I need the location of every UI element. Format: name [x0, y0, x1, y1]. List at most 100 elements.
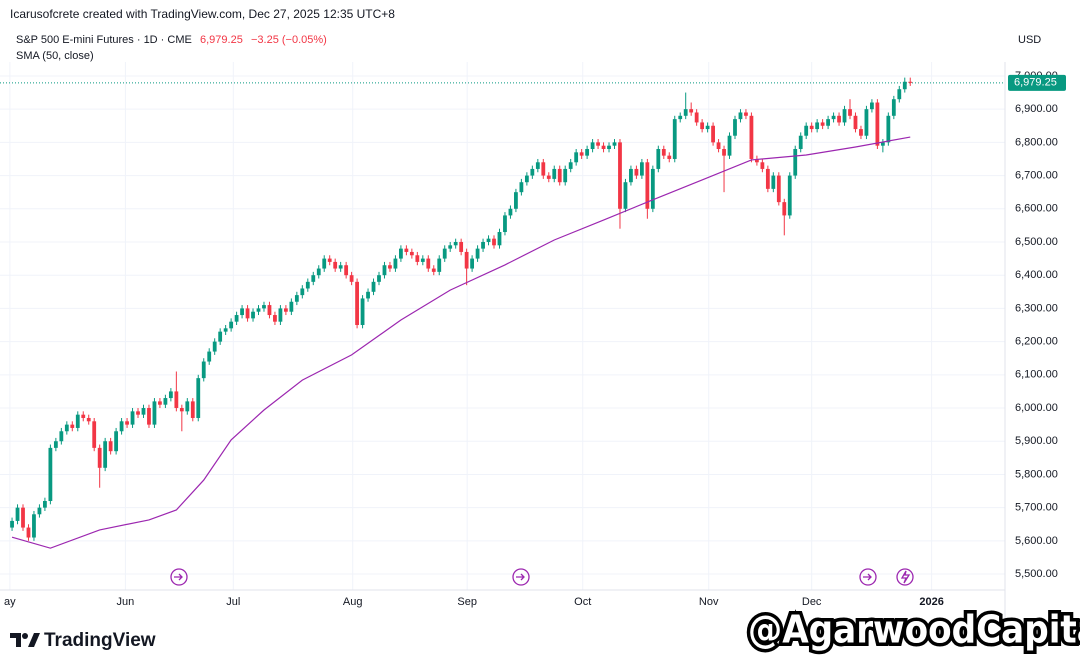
candle-body — [793, 149, 798, 176]
candle-body — [886, 115, 891, 143]
candle-body — [201, 361, 206, 379]
x-tick-label: Oct — [574, 596, 591, 608]
y-tick-label: 5,900.00 — [1015, 435, 1058, 447]
candle-body — [754, 158, 759, 163]
candle-body — [97, 447, 102, 468]
candle-body — [409, 251, 414, 256]
last-price: 6,979.25 — [200, 34, 243, 46]
candle-body — [70, 424, 75, 428]
candle-body — [163, 398, 168, 405]
candle-body — [481, 241, 485, 249]
candle-body — [388, 265, 392, 269]
candle-body — [700, 122, 705, 130]
y-tick-label: 6,800.00 — [1015, 136, 1058, 148]
candle-body — [404, 248, 409, 252]
candle-body — [776, 175, 781, 203]
candle-body — [141, 408, 146, 415]
candle-body — [267, 305, 272, 316]
candle-body — [875, 102, 880, 146]
y-tick-label: 5,500.00 — [1015, 568, 1058, 580]
candle-body — [492, 238, 496, 246]
candle-body — [360, 298, 365, 326]
price-tag-label: 6,979.25 — [1014, 77, 1057, 89]
candle-body — [59, 431, 64, 442]
candle-body — [744, 112, 748, 116]
candle-body — [623, 182, 628, 209]
candle-body — [787, 175, 792, 216]
candle-body — [639, 162, 644, 176]
x-tick-label: Aug — [343, 596, 363, 608]
y-tick-label: 6,900.00 — [1015, 103, 1058, 115]
candle-body — [590, 142, 595, 150]
candle-body — [645, 162, 650, 209]
candle-body — [607, 145, 611, 150]
candle-body — [136, 411, 140, 415]
credit: Icarusofcrete created with TradingView.c… — [10, 7, 395, 21]
candle-body — [229, 321, 234, 329]
candle-body — [212, 341, 217, 352]
candle-body — [32, 514, 36, 538]
candle-body — [327, 258, 332, 262]
y-tick-label: 5,700.00 — [1015, 502, 1058, 514]
candle-body — [535, 162, 540, 169]
candle-body — [848, 109, 852, 116]
candle-body — [634, 168, 639, 176]
candle-body — [464, 251, 469, 269]
candle-body — [880, 142, 885, 146]
candle-body — [667, 155, 672, 159]
candle-body — [294, 295, 299, 302]
logo-icon — [10, 633, 40, 647]
candle-body — [541, 162, 546, 176]
candle-body — [415, 255, 420, 262]
event-icons — [170, 568, 914, 586]
candle-body — [26, 527, 31, 538]
y-tick-label: 6,300.00 — [1015, 302, 1058, 314]
candle-body — [371, 281, 376, 292]
candle-body — [283, 308, 288, 312]
candle-body — [711, 125, 715, 143]
candle-body — [530, 168, 535, 176]
candle-body — [190, 401, 195, 418]
y-tick-label: 6,500.00 — [1015, 236, 1058, 248]
candle-body — [574, 152, 579, 163]
candle-body — [234, 315, 239, 322]
candle-body — [75, 414, 80, 428]
candle-body — [344, 265, 349, 276]
candle-body — [557, 168, 562, 183]
candle-body — [738, 112, 743, 120]
watermark: @AgarwoodCapital — [748, 608, 1080, 652]
candle-body — [596, 142, 600, 146]
x-tick-label: 2026 — [919, 596, 943, 608]
candle-body — [733, 119, 737, 136]
candle-body — [831, 115, 836, 120]
candle-body — [311, 275, 316, 282]
candle-body — [782, 202, 787, 216]
candle-body — [503, 215, 507, 233]
candle-body — [765, 168, 770, 189]
candle-body — [37, 507, 42, 515]
candle-body — [81, 414, 86, 418]
candle-body — [689, 109, 694, 113]
candle-body — [289, 301, 294, 312]
candle-body — [902, 81, 907, 90]
x-tick-label: Jul — [226, 596, 240, 608]
x-tick-label: Jun — [117, 596, 135, 608]
y-tick-label: 6,400.00 — [1015, 269, 1058, 281]
candle-body — [300, 288, 305, 296]
candle-body — [842, 109, 847, 123]
candle-body — [316, 268, 321, 276]
candle-body — [459, 241, 464, 252]
candle-body — [64, 424, 69, 432]
candle-body — [497, 232, 502, 246]
candle-body — [891, 99, 896, 116]
candle-body — [672, 119, 677, 159]
candle-body — [114, 431, 119, 452]
candle-body — [86, 417, 91, 422]
candle-body — [552, 168, 557, 179]
candle-body — [514, 192, 518, 209]
candle-body — [262, 305, 266, 309]
candle-body — [174, 391, 179, 409]
candle-body — [546, 175, 551, 179]
candle-body — [355, 281, 359, 326]
candle-body — [305, 281, 310, 289]
